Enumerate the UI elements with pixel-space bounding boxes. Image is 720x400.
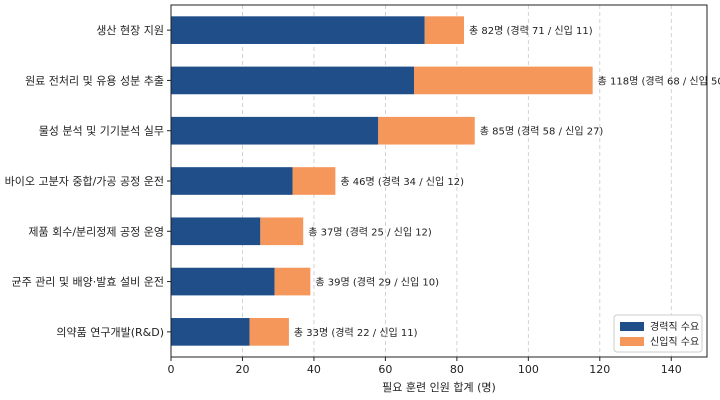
x-tick-labels: 0 20 40 60 80 100 120 140 — [168, 357, 682, 376]
bar-new-hire — [413, 66, 593, 95]
bar-new-hire — [378, 116, 475, 145]
total-label: 총 85명 (경력 58 / 신입 27) — [480, 125, 604, 138]
x-tick-label: 20 — [235, 363, 249, 376]
category-label: 생산 현장 지원 — [96, 24, 164, 37]
bar-experienced — [171, 217, 261, 246]
x-tick-label: 60 — [378, 363, 392, 376]
x-tick-label: 40 — [307, 363, 321, 376]
total-label: 총 46명 (경력 34 / 신입 12) — [340, 175, 464, 188]
bar-new-hire — [249, 318, 289, 346]
total-label: 총 82명 (경력 71 / 신입 11) — [469, 24, 593, 37]
x-tick-label: 140 — [661, 363, 682, 376]
x-tick-label: 120 — [589, 363, 610, 376]
category-label: 바이오 고분자 중합/가공 공정 운전 — [5, 175, 164, 188]
total-labels: 총 82명 (경력 71 / 신입 11) 총 118명 (경력 68 / 신입 … — [294, 24, 720, 339]
bar-experienced — [171, 116, 379, 145]
legend-label: 신입직 수요 — [650, 335, 699, 348]
category-label: 의약품 연구개발(R&D) — [56, 325, 164, 339]
x-axis-title: 필요 훈련 인원 합계 (명) — [382, 381, 496, 394]
bar-experienced — [171, 267, 275, 296]
bar-new-hire — [260, 217, 304, 246]
bars — [171, 16, 593, 346]
legend-swatch — [620, 322, 644, 331]
x-tick-label: 100 — [518, 363, 539, 376]
total-label: 총 37명 (경력 25 / 신입 12) — [308, 225, 432, 238]
bar-new-hire — [424, 16, 465, 44]
bar-experienced — [171, 318, 250, 346]
category-label: 균주 관리 및 배양·발효 설비 운전 — [11, 276, 164, 289]
category-label: 원료 전처리 및 유용 성분 추출 — [25, 74, 164, 87]
category-label: 물성 분석 및 기기분석 실무 — [39, 125, 164, 138]
bar-experienced — [171, 167, 293, 195]
total-label: 총 118명 (경력 68 / 신입 50) — [598, 74, 720, 87]
total-label: 총 33명 (경력 22 / 신입 11) — [294, 326, 418, 339]
total-label: 총 39명 (경력 29 / 신입 10) — [315, 276, 439, 289]
bar-new-hire — [292, 167, 336, 195]
bar-experienced — [171, 16, 425, 44]
bar-experienced — [171, 66, 414, 95]
category-label: 제품 회수/분리정제 공정 운영 — [28, 225, 164, 238]
legend-label: 경력직 수요 — [650, 320, 699, 333]
legend-swatch — [620, 337, 644, 346]
x-tick-label: 0 — [168, 363, 175, 376]
x-tick-label: 80 — [450, 363, 464, 376]
bar-new-hire — [274, 267, 311, 296]
